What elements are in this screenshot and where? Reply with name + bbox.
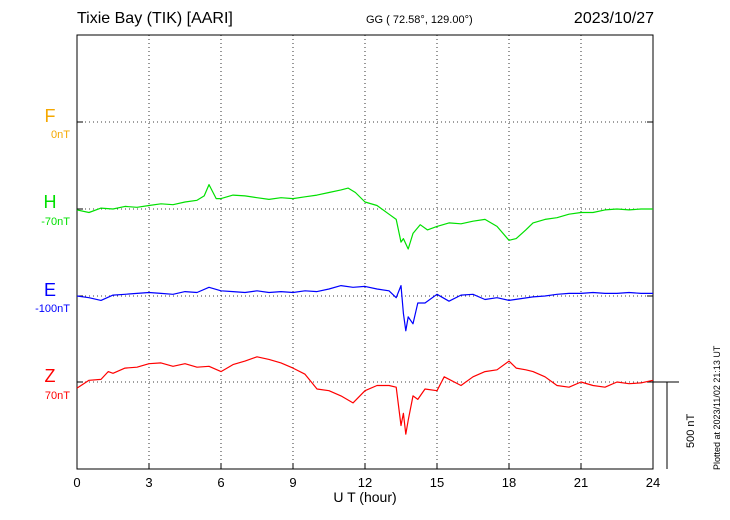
scale-bar-label: 500 nT xyxy=(685,413,697,448)
x-tick-label: 24 xyxy=(646,475,660,490)
x-tick-label: 9 xyxy=(289,475,296,490)
component-label-e: E xyxy=(43,280,56,300)
series-lines xyxy=(76,184,654,435)
component-label-z: Z xyxy=(44,366,56,386)
series-line-z xyxy=(76,356,654,435)
series-line-e xyxy=(76,285,653,332)
x-tick-label: 15 xyxy=(430,475,444,490)
x-tick-label: 18 xyxy=(502,475,516,490)
baseline-label-e: -100nT xyxy=(35,303,70,315)
station-title: Tixie Bay (TIK) [AARI] xyxy=(77,10,233,27)
plotted-timestamp: Plotted at 2023/11/02 21:13 UT xyxy=(712,345,722,470)
x-tick-label: 21 xyxy=(574,475,588,490)
x-tick-label: 0 xyxy=(73,475,80,490)
baseline-label-z: 70nT xyxy=(44,390,70,402)
coordinates: GG ( 72.58°, 129.00°) xyxy=(366,14,473,26)
component-label-h: H xyxy=(43,192,57,212)
x-tick-label: 3 xyxy=(145,475,152,490)
series-line-h xyxy=(76,184,653,250)
x-axis-ticks: 0 3 6 9 12 15 18 21 24 xyxy=(73,463,660,490)
x-tick-label: 6 xyxy=(217,475,224,490)
x-tick-label: 12 xyxy=(358,475,372,490)
baseline-label-f: 0nT xyxy=(51,129,70,141)
date: 2023/10/27 xyxy=(573,10,654,27)
component-label-f: F xyxy=(44,106,56,126)
grid xyxy=(77,35,653,469)
scale-bar xyxy=(653,381,679,469)
x-axis-label: U T (hour) xyxy=(333,489,396,505)
baseline-label-h: -70nT xyxy=(41,216,70,228)
